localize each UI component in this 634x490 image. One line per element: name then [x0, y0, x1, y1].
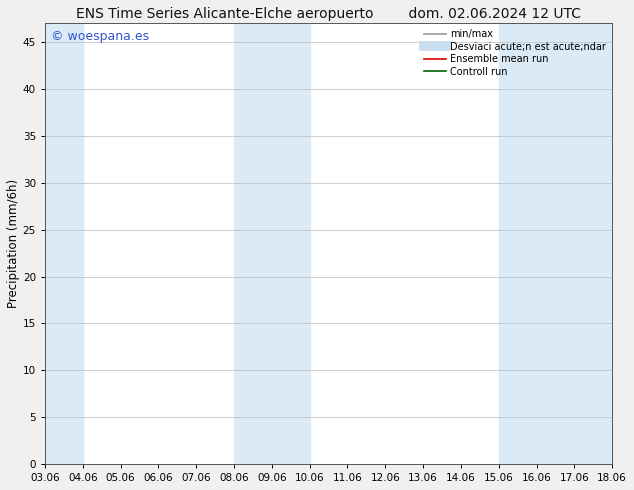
Bar: [234, 24, 309, 464]
Text: © woespana.es: © woespana.es: [51, 30, 149, 43]
Bar: [45, 24, 83, 464]
Title: ENS Time Series Alicante-Elche aeropuerto        dom. 02.06.2024 12 UTC: ENS Time Series Alicante-Elche aeropuert…: [76, 7, 581, 21]
Bar: [499, 24, 612, 464]
Legend: min/max, Desviaci acute;n est acute;ndar, Ensemble mean run, Controll run: min/max, Desviaci acute;n est acute;ndar…: [420, 25, 611, 80]
Y-axis label: Precipitation (mm/6h): Precipitation (mm/6h): [7, 179, 20, 308]
